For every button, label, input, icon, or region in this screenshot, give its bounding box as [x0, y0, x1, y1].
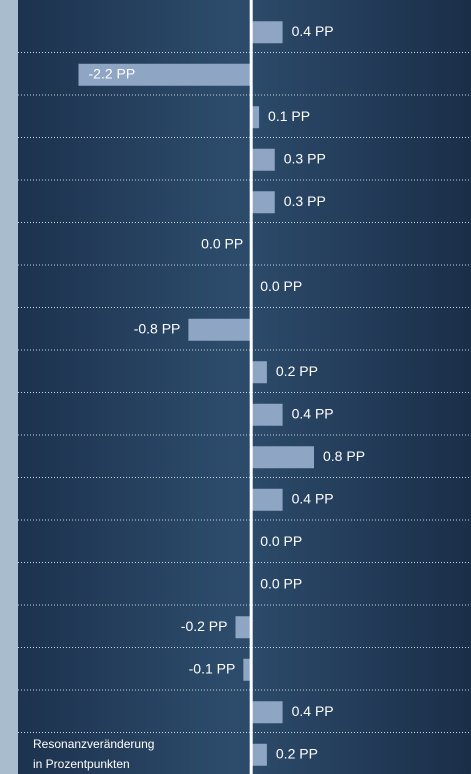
- value-label: 0.0 PP: [260, 278, 302, 294]
- value-label: -0.2 PP: [181, 618, 228, 634]
- bar: [251, 361, 267, 384]
- bar: [251, 446, 314, 469]
- bar: [188, 318, 252, 341]
- value-label: -0.1 PP: [189, 660, 236, 676]
- bar: [78, 63, 252, 86]
- value-label: 0.3 PP: [284, 193, 326, 209]
- value-label: 0.1 PP: [268, 108, 310, 124]
- value-label: 0.2 PP: [276, 745, 318, 761]
- value-label: 0.4 PP: [292, 405, 334, 421]
- note: Resonanzveränderung: [33, 737, 154, 751]
- value-label: -2.2 PP: [89, 65, 136, 81]
- bar: [251, 21, 283, 44]
- bar: [251, 148, 275, 171]
- bar: [251, 191, 275, 214]
- left-strip: [0, 0, 18, 774]
- value-label: 0.4 PP: [292, 23, 334, 39]
- note: in Prozentpunkten: [33, 757, 130, 771]
- bar: [251, 488, 283, 511]
- value-label: 0.2 PP: [276, 363, 318, 379]
- value-label: 0.4 PP: [292, 490, 334, 506]
- value-label: 0.4 PP: [292, 703, 334, 719]
- value-label: 0.0 PP: [260, 575, 302, 591]
- value-label: 0.0 PP: [201, 235, 243, 251]
- bar: [235, 616, 252, 639]
- value-label: -0.8 PP: [134, 320, 181, 336]
- value-label: 0.3 PP: [284, 150, 326, 166]
- value-label: 0.0 PP: [260, 533, 302, 549]
- bar: [243, 658, 252, 681]
- bar: [251, 743, 267, 766]
- bar: [251, 403, 283, 426]
- value-label: 0.8 PP: [323, 448, 365, 464]
- bar: [251, 701, 283, 724]
- bar: [251, 106, 260, 129]
